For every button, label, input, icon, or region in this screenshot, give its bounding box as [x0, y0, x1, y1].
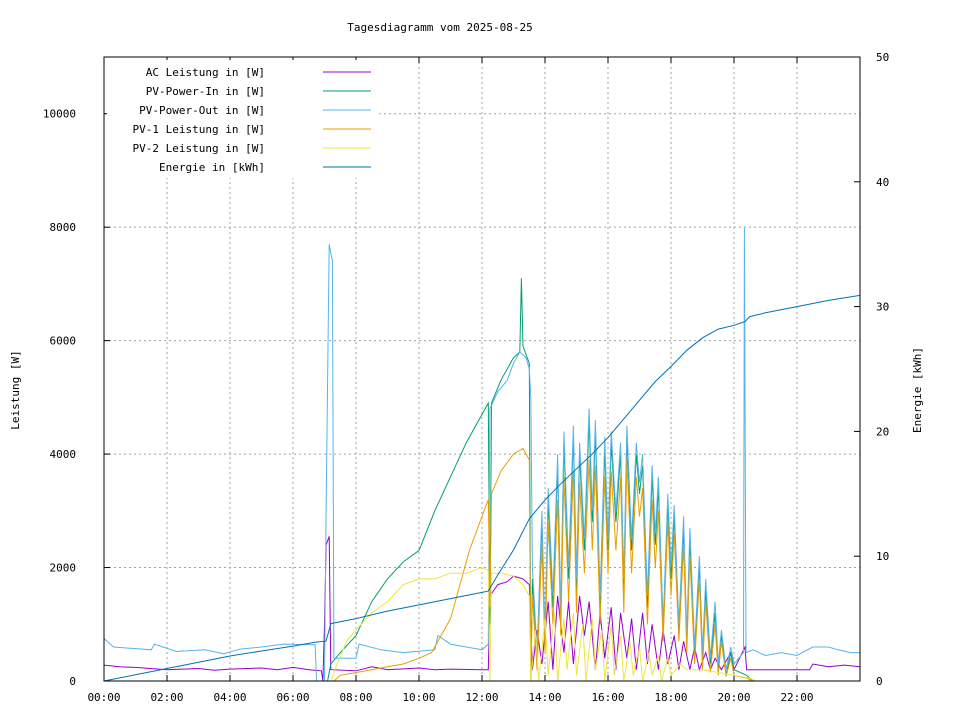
y-tick-label: 10000 — [43, 108, 76, 121]
x-tick-label: 20:00 — [717, 691, 750, 704]
y2-tick-label: 40 — [876, 176, 889, 189]
y2-tick-label: 30 — [876, 301, 889, 314]
y-tick-label: 0 — [69, 675, 76, 688]
y-axis-label: Leistung [W] — [9, 350, 22, 429]
chart-title: Tagesdiagramm vom 2025-08-25 — [347, 21, 532, 34]
y2-tick-label: 20 — [876, 425, 889, 438]
legend-label: Energie in [kWh] — [159, 161, 265, 174]
x-tick-label: 04:00 — [213, 691, 246, 704]
y-tick-label: 2000 — [50, 562, 77, 575]
x-tick-label: 10:00 — [402, 691, 435, 704]
x-tick-label: 18:00 — [654, 691, 687, 704]
x-tick-label: 02:00 — [150, 691, 183, 704]
y2-axis-label: Energie [kWh] — [911, 347, 924, 433]
series-line-3 — [103, 227, 860, 682]
plot-border — [103, 56, 861, 682]
y2-tick-label: 50 — [876, 51, 889, 64]
axis-ticks: 00:00 02:00 04:00 06:00 08:00 10:00 12:00 14:00… — [43, 51, 889, 704]
x-tick-label: 08:00 — [339, 691, 372, 704]
legend-label: PV-1 Leistung in [W] — [133, 123, 265, 136]
series-line-5 — [104, 566, 860, 682]
legend-label: PV-Power-In in [W] — [146, 85, 265, 98]
x-tick-label: 14:00 — [528, 691, 561, 704]
legend-label: AC Leistung in [W] — [146, 66, 265, 79]
series-lines — [103, 227, 861, 682]
x-tick-label: 06:00 — [276, 691, 309, 704]
y2-tick-label: 0 — [876, 675, 883, 688]
x-tick-label: 12:00 — [465, 691, 498, 704]
legend-background — [107, 60, 377, 178]
y-tick-label: 6000 — [50, 335, 77, 348]
y-tick-label: 4000 — [50, 448, 77, 461]
series-line-6 — [103, 294, 861, 682]
x-tick-label: 00:00 — [87, 691, 120, 704]
x-tick-label: 22:00 — [780, 691, 813, 704]
y2-tick-label: 10 — [876, 550, 889, 563]
y-tick-label: 8000 — [50, 221, 77, 234]
legend-label: PV-2 Leistung in [W] — [133, 142, 265, 155]
legend: AC Leistung in [W] PV-Power-In in [W] PV-P… — [133, 66, 371, 174]
series-line-4 — [104, 447, 860, 682]
x-tick-label: 16:00 — [591, 691, 624, 704]
legend-label: PV-Power-Out in [W] — [139, 104, 265, 117]
